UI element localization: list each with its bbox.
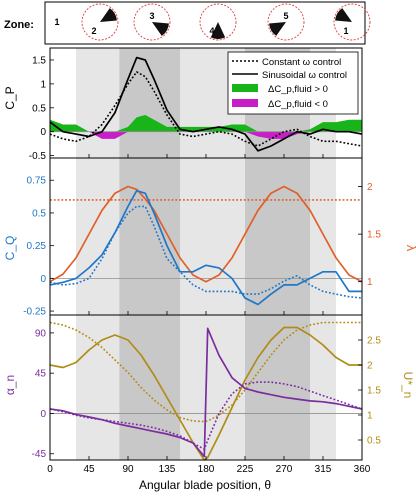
zone-blade-sector-2 — [152, 22, 169, 36]
legend-swatch-positive — [232, 84, 258, 92]
x-axis-label: Angular blade position, θ — [139, 478, 271, 492]
ytick-label: 0 — [40, 274, 46, 285]
lambda-sinusoidal-line — [49, 185, 363, 283]
xtick-label: 360 — [354, 464, 371, 475]
xtick-label: 0 — [47, 464, 53, 475]
cp-constant-line — [49, 71, 363, 147]
xtick-label: 225 — [237, 464, 254, 475]
zone-blade-sector-1 — [100, 8, 117, 22]
ytick-right-label: 1 — [367, 277, 373, 288]
ytick-label: 1 — [40, 79, 46, 90]
urel-ylabel: U*_n — [401, 372, 415, 399]
ytick-label: 0 — [40, 409, 46, 420]
xtick-label: 270 — [276, 464, 293, 475]
alpha-ylabel: α_n — [3, 375, 17, 395]
ytick-label: 0 — [40, 127, 46, 138]
zone-blade-sector-4 — [269, 22, 286, 36]
ytick-label: 45 — [35, 369, 47, 380]
zone-circle-5 — [333, 3, 371, 41]
cp-legend: Constant ω control Sinusoidal ω control … — [227, 51, 359, 115]
ytick-label: 0.25 — [27, 241, 47, 252]
ytick-right-label: 1 — [367, 411, 373, 422]
xtick-label: 180 — [198, 464, 215, 475]
zone-number-4: 4 — [209, 26, 214, 36]
zone-strip: Zone: 1 2 3 4 5 1 — [4, 1, 371, 45]
legend-label-constant: Constant ω control — [262, 57, 341, 68]
xtick-label: 90 — [122, 464, 134, 475]
zone-number-5: 5 — [283, 11, 288, 21]
zone-circle-1 — [81, 3, 119, 41]
ytick-right-label: 2 — [367, 361, 373, 372]
cp-panel — [49, 56, 363, 152]
ytick-right-label: 1.5 — [367, 386, 381, 397]
cp-ylabel: C_P — [3, 86, 17, 109]
fluid-positive-area — [50, 115, 362, 132]
lambda-ylabel: λ — [404, 245, 416, 252]
xtick-label: 315 — [315, 464, 332, 475]
zone-shade-1 — [119, 48, 180, 460]
ytick-right-label: 0.5 — [367, 436, 381, 447]
zone-number-1: 1 — [343, 26, 348, 36]
ytick-label: 0.75 — [27, 176, 47, 187]
zone-blade-sector-3 — [210, 22, 226, 40]
legend-label-sinusoidal: Sinusoidal ω control — [262, 70, 347, 81]
legend-swatch-negative — [232, 99, 258, 107]
zone-circle-2 — [133, 3, 171, 41]
cq-constant-line — [49, 205, 363, 299]
legend-label-positive: ΔC_p,fluid > 0 — [268, 84, 328, 95]
cq-lambda-panel — [49, 185, 363, 306]
cq-ylabel: C_Q — [3, 236, 17, 261]
zone-strip-frame — [44, 1, 366, 45]
ytick-label: 1.5 — [32, 55, 46, 66]
zone-number-3: 3 — [149, 11, 154, 21]
ytick-label: -0.5 — [29, 151, 47, 162]
xtick-label: 135 — [159, 464, 176, 475]
zone-number-1: 1 — [54, 17, 59, 27]
ytick-label: -0.25 — [23, 307, 46, 318]
zone-blade-sector-5 — [335, 8, 352, 22]
ytick-right-label: 1.5 — [367, 230, 381, 241]
zone-circle-4 — [267, 3, 305, 41]
xtick-label: 45 — [83, 464, 95, 475]
ytick-right-label: 2.5 — [367, 336, 381, 347]
ytick-label: -45 — [32, 449, 47, 460]
ytick-label: 0.5 — [32, 208, 46, 219]
zone-circle-3 — [199, 3, 237, 41]
zone-strip-label: Zone: — [4, 19, 34, 31]
ytick-label: 0.5 — [32, 103, 46, 114]
alpha-sinusoidal-line — [49, 327, 363, 458]
zone-number-2: 2 — [91, 26, 96, 36]
cq-sinusoidal-line — [49, 189, 362, 306]
ytick-label: 90 — [35, 328, 47, 339]
zone-shade-4 — [310, 48, 336, 460]
legend-label-negative: ΔC_p,fluid < 0 — [268, 99, 328, 110]
fluid-negative-area — [50, 131, 362, 139]
cp-sinusoidal-line — [49, 56, 363, 152]
ytick-right-label: 2 — [367, 182, 373, 193]
